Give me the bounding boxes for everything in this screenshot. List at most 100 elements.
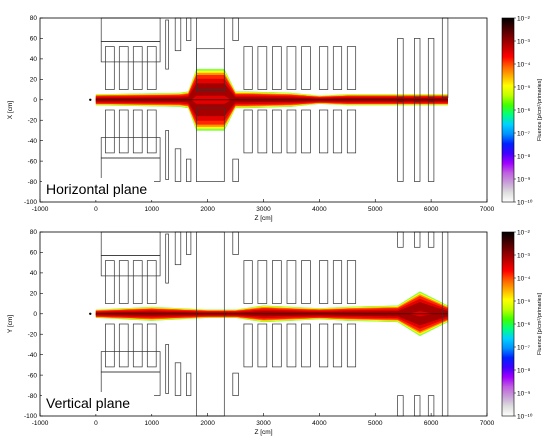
aperture-outline xyxy=(118,109,129,154)
x-axis-label: Z [cm] xyxy=(254,215,272,222)
colorbar-tick-label: 10⁻² xyxy=(517,16,531,23)
beam-envelope-down-5 xyxy=(95,311,448,326)
y-axis-label: Y [cm] xyxy=(7,315,14,333)
beam-source-marker xyxy=(89,312,92,315)
annotation-background xyxy=(42,392,154,414)
colorbar-tick-label: 10⁻² xyxy=(517,230,531,237)
y-tick-label: -20 xyxy=(28,331,38,338)
colorbar-tick-label: 10⁻¹⁰ xyxy=(517,413,533,421)
aperture-outline xyxy=(232,158,239,182)
aperture-outline xyxy=(397,101,404,182)
aperture-outline xyxy=(272,260,282,304)
x-tick-label: -1000 xyxy=(32,420,49,427)
aperture-outline xyxy=(118,323,129,368)
x-tick-label: 2000 xyxy=(200,420,215,427)
aperture-outline xyxy=(105,323,115,368)
aperture-outline xyxy=(146,260,157,304)
aperture-outline xyxy=(346,260,357,304)
aperture-outline xyxy=(319,109,329,154)
aperture-outline xyxy=(186,372,192,396)
aperture-outline xyxy=(257,260,268,304)
y-tick-label: -40 xyxy=(28,138,38,145)
aperture-outline xyxy=(105,109,115,154)
aperture-outline xyxy=(132,260,143,304)
x-tick-label: 3000 xyxy=(256,206,271,213)
colorbar-tick-label: 10⁻⁶ xyxy=(517,108,531,115)
y-tick-label: -100 xyxy=(24,199,37,206)
aperture-outline xyxy=(332,323,343,368)
aperture-outline xyxy=(232,372,239,396)
aperture-outline xyxy=(319,260,329,304)
colorbar-gradient xyxy=(501,17,515,203)
x-tick-label: 7000 xyxy=(480,206,495,213)
colorbar-tick-label: 10⁻⁵ xyxy=(517,299,531,306)
colorbar-tick-label: 10⁻⁶ xyxy=(517,322,531,329)
aperture-outline xyxy=(286,323,297,368)
aperture-outline xyxy=(427,101,435,182)
aperture-outline xyxy=(132,46,143,90)
aperture-outline xyxy=(319,46,329,90)
aperture-outline xyxy=(286,46,297,90)
aperture-outline xyxy=(165,130,169,180)
x-axis-label: Z [cm] xyxy=(254,429,272,436)
x-tick-label: 5000 xyxy=(368,420,383,427)
aperture-outline xyxy=(146,46,157,90)
aperture-outline xyxy=(186,158,192,182)
aperture-outline xyxy=(257,109,268,154)
aperture-outline xyxy=(165,19,169,70)
y-tick-label: 40 xyxy=(30,270,38,277)
x-tick-label: 7000 xyxy=(480,420,495,427)
x-tick-label: 5000 xyxy=(368,206,383,213)
x-tick-label: 6000 xyxy=(424,420,439,427)
aperture-outline xyxy=(286,109,297,154)
x-tick-label: 2000 xyxy=(200,206,215,213)
aperture-outline xyxy=(301,323,311,368)
y-tick-label: 60 xyxy=(30,36,38,43)
aperture-outline xyxy=(146,109,157,154)
aperture-outline xyxy=(346,323,357,368)
aperture-outline xyxy=(174,362,182,396)
y-tick-label: 20 xyxy=(30,291,38,298)
aperture-outline xyxy=(165,233,169,284)
y-tick-label: -20 xyxy=(28,117,38,124)
colorbar-title: Fluence [p/cm²/primaries] xyxy=(537,79,543,142)
aperture-outline xyxy=(319,323,329,368)
aperture-outline xyxy=(346,46,357,90)
aperture-outline xyxy=(196,48,225,90)
colorbar: 10⁻² 10⁻³ 10⁻⁴ 10⁻⁵ 10⁻⁶ 10⁻⁷ 10⁻⁸ 10⁻⁹ 10⁻¹⁰ Flu… xyxy=(501,16,543,207)
y-tick-label: 80 xyxy=(30,229,38,236)
aperture-outline xyxy=(427,38,435,99)
y-tick-label: 60 xyxy=(30,250,38,257)
x-tick-label: 0 xyxy=(94,420,98,427)
colorbar-gradient xyxy=(501,231,515,417)
aperture-outline xyxy=(332,260,343,304)
panel-horizontal: -1000 0 1000 2000 3000 4000 5000 6000 7000 -100 -8… xyxy=(7,15,543,222)
aperture-outline xyxy=(272,323,282,368)
y-tick-label: -80 xyxy=(28,393,38,400)
aperture-outline xyxy=(397,38,404,99)
aperture-outline xyxy=(105,260,115,304)
aperture-outline xyxy=(301,260,311,304)
plane-annotation: Vertical plane xyxy=(46,395,130,411)
aperture-outline xyxy=(257,323,268,368)
aperture-outline xyxy=(118,46,129,90)
colorbar: 10⁻² 10⁻³ 10⁻⁴ 10⁻⁵ 10⁻⁶ 10⁻⁷ 10⁻⁸ 10⁻⁹ 10⁻¹⁰ Flu… xyxy=(501,230,543,421)
y-tick-label: -80 xyxy=(28,179,38,186)
aperture-outline xyxy=(414,38,421,99)
colorbar-tick-label: 10⁻⁸ xyxy=(517,368,531,375)
x-tick-label: 1000 xyxy=(145,206,160,213)
aperture-outline xyxy=(118,260,129,304)
aperture-outline xyxy=(414,101,421,182)
colorbar-tick-label: 10⁻⁸ xyxy=(517,154,531,161)
colorbar-tick-label: 10⁻⁵ xyxy=(517,85,531,92)
aperture-outline xyxy=(346,109,357,154)
y-tick-label: 80 xyxy=(30,15,38,22)
colorbar-tick-label: 10⁻³ xyxy=(517,39,531,46)
aperture-outline xyxy=(196,107,225,182)
aperture-outline xyxy=(174,148,182,182)
aperture-outline xyxy=(243,323,253,368)
x-tick-label: 6000 xyxy=(424,206,439,213)
aperture-outline xyxy=(243,46,253,90)
y-tick-label: -100 xyxy=(24,413,37,420)
